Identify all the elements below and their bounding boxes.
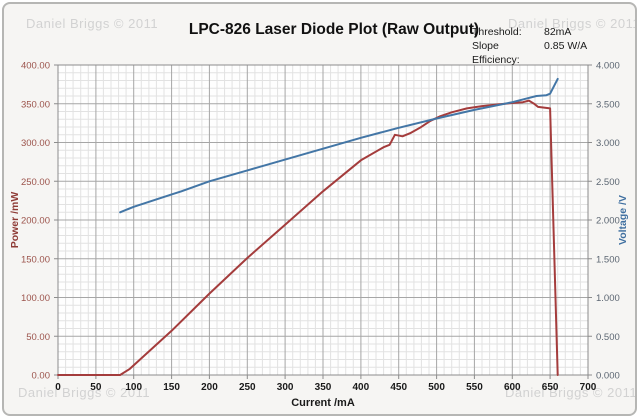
watermark-bottom-left: Daniel Briggs © 2011	[18, 385, 151, 400]
voltage-tick-label: 2.500	[596, 177, 620, 188]
x-tick-label: 600	[504, 382, 521, 393]
power-tick-label: 300.00	[21, 138, 50, 149]
watermark-top-left: Daniel Briggs © 2011	[26, 16, 159, 31]
power-axis-title: Power /mW	[9, 192, 21, 249]
threshold-label: Threshold:	[472, 26, 522, 38]
x-tick-label: 550	[466, 382, 483, 393]
x-tick-label: 450	[390, 382, 407, 393]
current-axis-title: Current /mA	[291, 397, 355, 409]
x-tick-label: 150	[163, 382, 180, 393]
x-tick-label: 250	[239, 382, 256, 393]
x-tick-label: 650	[542, 382, 559, 393]
info-block: Threshold: 82mA Slope Efficiency: 0.85 W…	[472, 25, 587, 67]
voltage-tick-label: 3.000	[596, 138, 620, 149]
power-tick-label: 400.00	[21, 61, 50, 72]
power-tick-label: 200.00	[21, 216, 50, 227]
power-tick-label: 150.00	[21, 254, 50, 265]
voltage-tick-label: 0.000	[596, 371, 620, 382]
threshold-row: Threshold: 82mA	[472, 25, 587, 39]
chart-title: LPC-826 Laser Diode Plot (Raw Output)	[188, 21, 480, 38]
voltage-axis-title: Voltage /V	[617, 195, 629, 245]
slope-efficiency-label: Slope Efficiency:	[472, 40, 520, 66]
x-tick-label: 100	[125, 382, 142, 393]
watermark-top-right: Daniel Briggs © 2011	[508, 16, 637, 31]
voltage-series-line	[119, 77, 559, 214]
x-tick-label: 400	[353, 382, 370, 393]
axis-tick-marks	[54, 64, 592, 379]
power-tick-label: 250.00	[21, 177, 50, 188]
voltage-tick-label: 1.500	[596, 254, 620, 265]
power-tick-label: 0.00	[32, 371, 51, 382]
watermark-bottom-right: Daniel Briggs © 2011	[505, 385, 637, 400]
voltage-tick-label: 4.000	[596, 61, 620, 72]
slope-efficiency-row: Slope Efficiency: 0.85 W/A	[472, 39, 587, 67]
power-tick-label: 100.00	[21, 293, 50, 304]
threshold-value: 82mA	[544, 26, 572, 38]
voltage-tick-label: 2.000	[596, 216, 620, 227]
voltage-tick-label: 3.500	[596, 99, 620, 110]
power-series-line	[57, 99, 559, 376]
x-tick-label: 0	[55, 382, 61, 393]
x-tick-label: 200	[201, 382, 218, 393]
x-tick-label: 500	[428, 382, 445, 393]
slope-efficiency-value: 0.85 W/A	[544, 40, 588, 52]
power-tick-label: 350.00	[21, 99, 50, 110]
voltage-tick-label: 0.500	[596, 332, 620, 343]
x-tick-label: 350	[315, 382, 332, 393]
laser-diode-chart: 0 50 100 150 200 250 300 350 400 450 500 550 600 650 7…	[9, 61, 629, 410]
x-tick-label: 300	[277, 382, 294, 393]
x-tick-label: 700	[580, 382, 597, 393]
power-tick-label: 50.00	[26, 332, 50, 343]
x-tick-label: 50	[90, 382, 102, 393]
voltage-tick-label: 1.000	[596, 293, 620, 304]
